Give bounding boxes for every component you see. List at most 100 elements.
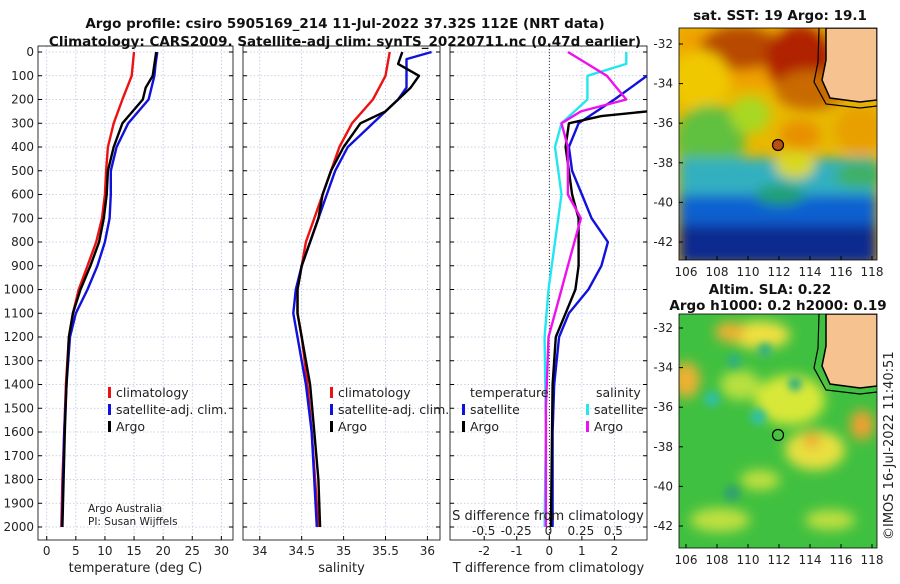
legend-title-salinity: salinity bbox=[596, 385, 641, 400]
legend-swatch bbox=[462, 421, 465, 432]
x-tick-label: 0 bbox=[43, 544, 51, 558]
y-tick-label: 1000 bbox=[3, 283, 34, 297]
x2-tick-label: -0.25 bbox=[501, 524, 532, 538]
y-tick-label: 1600 bbox=[3, 425, 34, 439]
x-tick-label: 1 bbox=[578, 544, 586, 558]
map-x-tick-label: 118 bbox=[861, 265, 884, 279]
x-axis-label: T difference from climatology bbox=[452, 561, 645, 576]
axes-box bbox=[242, 45, 441, 541]
series-line-satellite bbox=[551, 74, 647, 527]
x2-tick-label: 0.25 bbox=[568, 524, 595, 538]
difference-panel: -2 -1 0 1 2 T difference from climatology temp… bbox=[449, 45, 648, 576]
series-line-argo bbox=[61, 51, 158, 528]
map-y-tick-label: -40 bbox=[653, 195, 673, 209]
credit-line2: PI: Susan Wijffels bbox=[88, 516, 178, 528]
legend-entry: Argo bbox=[338, 419, 367, 434]
y-tick-label: 1100 bbox=[3, 306, 34, 320]
temperature-panel: 0100200300400500600700800900100011001200… bbox=[3, 45, 234, 576]
map-y-tick-label: -34 bbox=[653, 361, 673, 375]
figure-title-line1: Argo profile: csiro 5905169_214 11-Jul-2… bbox=[85, 16, 604, 32]
map-y-tick-label: -36 bbox=[653, 116, 673, 130]
x-tick-label: 34 bbox=[252, 544, 267, 558]
map-x-tick-label: 108 bbox=[706, 553, 729, 567]
series-line-satellite bbox=[543, 52, 628, 528]
map-x-tick-label: 110 bbox=[737, 265, 760, 279]
series-line-argo bbox=[296, 51, 421, 528]
x-tick-label: 30 bbox=[214, 544, 229, 558]
map-x-tick-label: 112 bbox=[768, 553, 791, 567]
legend-entry: climatology bbox=[338, 385, 411, 400]
y-tick-label: 1800 bbox=[3, 473, 34, 487]
x-tick-label: 5 bbox=[72, 544, 80, 558]
sst-land bbox=[821, 28, 877, 103]
map-y-tick-label: -38 bbox=[653, 440, 673, 454]
sst-heatmap bbox=[679, 28, 877, 260]
map-x-tick-label: 116 bbox=[830, 265, 853, 279]
legend-entry: satellite bbox=[470, 402, 520, 417]
sst-float-marker bbox=[771, 138, 785, 152]
legend-entry: satellite-adj. clim. bbox=[338, 402, 449, 417]
y-tick-label: 1500 bbox=[3, 401, 34, 415]
map-y-tick-label: -40 bbox=[653, 479, 673, 493]
sst-map: sat. SST: 19 Argo: 19.1 bbox=[653, 8, 884, 279]
legend-swatch bbox=[462, 404, 465, 415]
map-y-tick-label: -38 bbox=[653, 156, 673, 170]
sst-coast-band bbox=[813, 28, 877, 109]
x-tick-label: 36 bbox=[420, 544, 435, 558]
credit-line1: Argo Australia bbox=[88, 503, 162, 515]
copyright-text: ©IMOS 16-Jul-2022 11:40:51 bbox=[882, 351, 897, 540]
legend-swatch bbox=[108, 387, 111, 398]
y-tick-label: 300 bbox=[11, 116, 34, 130]
salinity-panel: 34 34.5 35 35.5 36 salinity climatology satelli… bbox=[242, 45, 449, 576]
x-tick-label: 2 bbox=[611, 544, 619, 558]
map-x-tick-label: 108 bbox=[706, 265, 729, 279]
legend-swatch bbox=[330, 421, 333, 432]
y-tick-label: 100 bbox=[11, 69, 34, 83]
map-x-tick-label: 118 bbox=[861, 553, 884, 567]
map-y-tick-label: -42 bbox=[653, 235, 673, 249]
map-x-tick-label: 112 bbox=[768, 265, 791, 279]
x2-tick-label: 0.5 bbox=[604, 524, 623, 538]
map-x-tick-label: 116 bbox=[830, 553, 853, 567]
y-tick-label: 600 bbox=[11, 188, 34, 202]
x-tick-label: 10 bbox=[97, 544, 112, 558]
legend-entry: Argo bbox=[116, 419, 145, 434]
x-axis-label: temperature (deg C) bbox=[69, 561, 203, 576]
y-tick-label: 1400 bbox=[3, 378, 34, 392]
legend-swatch bbox=[586, 404, 589, 415]
y-tick-label: 1300 bbox=[3, 354, 34, 368]
y-tick-label: 800 bbox=[11, 235, 34, 249]
legend-title-temperature: temperature bbox=[470, 385, 549, 400]
y-tick-label: 500 bbox=[11, 164, 34, 178]
figure-title-line2: Climatology: CARS2009. Satellite-adj cli… bbox=[49, 34, 641, 50]
y-tick-label: 200 bbox=[11, 93, 34, 107]
map-x-tick-label: 110 bbox=[737, 553, 760, 567]
x-tick-label: 35.5 bbox=[372, 544, 399, 558]
map-y-tick-label: -34 bbox=[653, 77, 673, 91]
y-tick-label: 0 bbox=[26, 45, 34, 59]
x-tick-label: 35 bbox=[336, 544, 351, 558]
y-tick-label: 1900 bbox=[3, 496, 34, 510]
y-tick-label: 400 bbox=[11, 140, 34, 154]
sst-map-title: sat. SST: 19 Argo: 19.1 bbox=[693, 8, 867, 24]
legend-swatch bbox=[586, 421, 589, 432]
map-y-tick-label: -36 bbox=[653, 400, 673, 414]
x-tick-label: 0 bbox=[545, 544, 553, 558]
map-x-tick-label: 106 bbox=[675, 553, 698, 567]
legend-entry: satellite-adj. clim. bbox=[116, 402, 227, 417]
y-tick-label: 1200 bbox=[3, 330, 34, 344]
sla-map-title-line2: Argo h1000: 0.2 h2000: 0.19 bbox=[669, 298, 886, 314]
y-tick-label: 2000 bbox=[3, 520, 34, 534]
x-tick-label: 34.5 bbox=[288, 544, 315, 558]
sla-map-title-line1: Altim. SLA: 0.22 bbox=[709, 282, 831, 298]
y-tick-label: 1700 bbox=[3, 449, 34, 463]
legend-swatch bbox=[330, 404, 333, 415]
sla-map: Altim. SLA: 0.22 Argo h1000: 0.2 h2000: … bbox=[653, 282, 886, 567]
sla-float-marker bbox=[771, 428, 785, 442]
legend-entry: satellite bbox=[594, 402, 644, 417]
y-tick-label: 700 bbox=[11, 211, 34, 225]
map-y-tick-label: -32 bbox=[653, 321, 673, 335]
map-y-tick-label: -42 bbox=[653, 519, 673, 533]
series-line-argo bbox=[544, 50, 628, 527]
axes-box bbox=[37, 45, 234, 541]
